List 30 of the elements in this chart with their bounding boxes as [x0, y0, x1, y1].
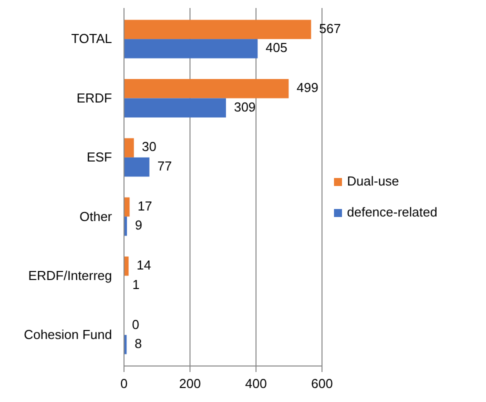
data-label: 405 [266, 40, 288, 56]
bar [124, 79, 289, 98]
y-tick-label: ERDF/Interreg [28, 268, 112, 283]
data-label: 499 [296, 80, 318, 96]
bar [124, 98, 226, 118]
y-tick-label: TOTAL [71, 31, 112, 46]
bar [124, 39, 258, 58]
x-tick-label: 600 [311, 376, 333, 391]
data-label: 1 [132, 276, 140, 292]
data-label: 17 [138, 198, 152, 214]
data-label: 14 [136, 258, 152, 273]
data-label: 9 [134, 218, 142, 233]
bar [124, 138, 134, 158]
y-tick-label: Cohesion Fund [24, 327, 112, 342]
data-label: 309 [234, 99, 256, 114]
data-label: 77 [157, 158, 172, 174]
y-tick-label: ESF [86, 150, 112, 165]
bar [124, 20, 312, 40]
legend-label: defence-related [347, 204, 438, 220]
y-tick-label: ERDF [76, 90, 112, 106]
x-tick-label: 200 [179, 376, 201, 391]
x-tick-label: 0 [120, 376, 128, 391]
data-label: 0 [132, 316, 140, 332]
y-tick-label: Other [79, 208, 113, 224]
data-label: 8 [134, 336, 142, 351]
x-tick-label: 400 [245, 376, 267, 391]
bar [124, 157, 150, 177]
legend-label: Dual-use [347, 173, 400, 188]
data-label: 567 [319, 20, 341, 36]
data-label: 30 [142, 139, 156, 154]
